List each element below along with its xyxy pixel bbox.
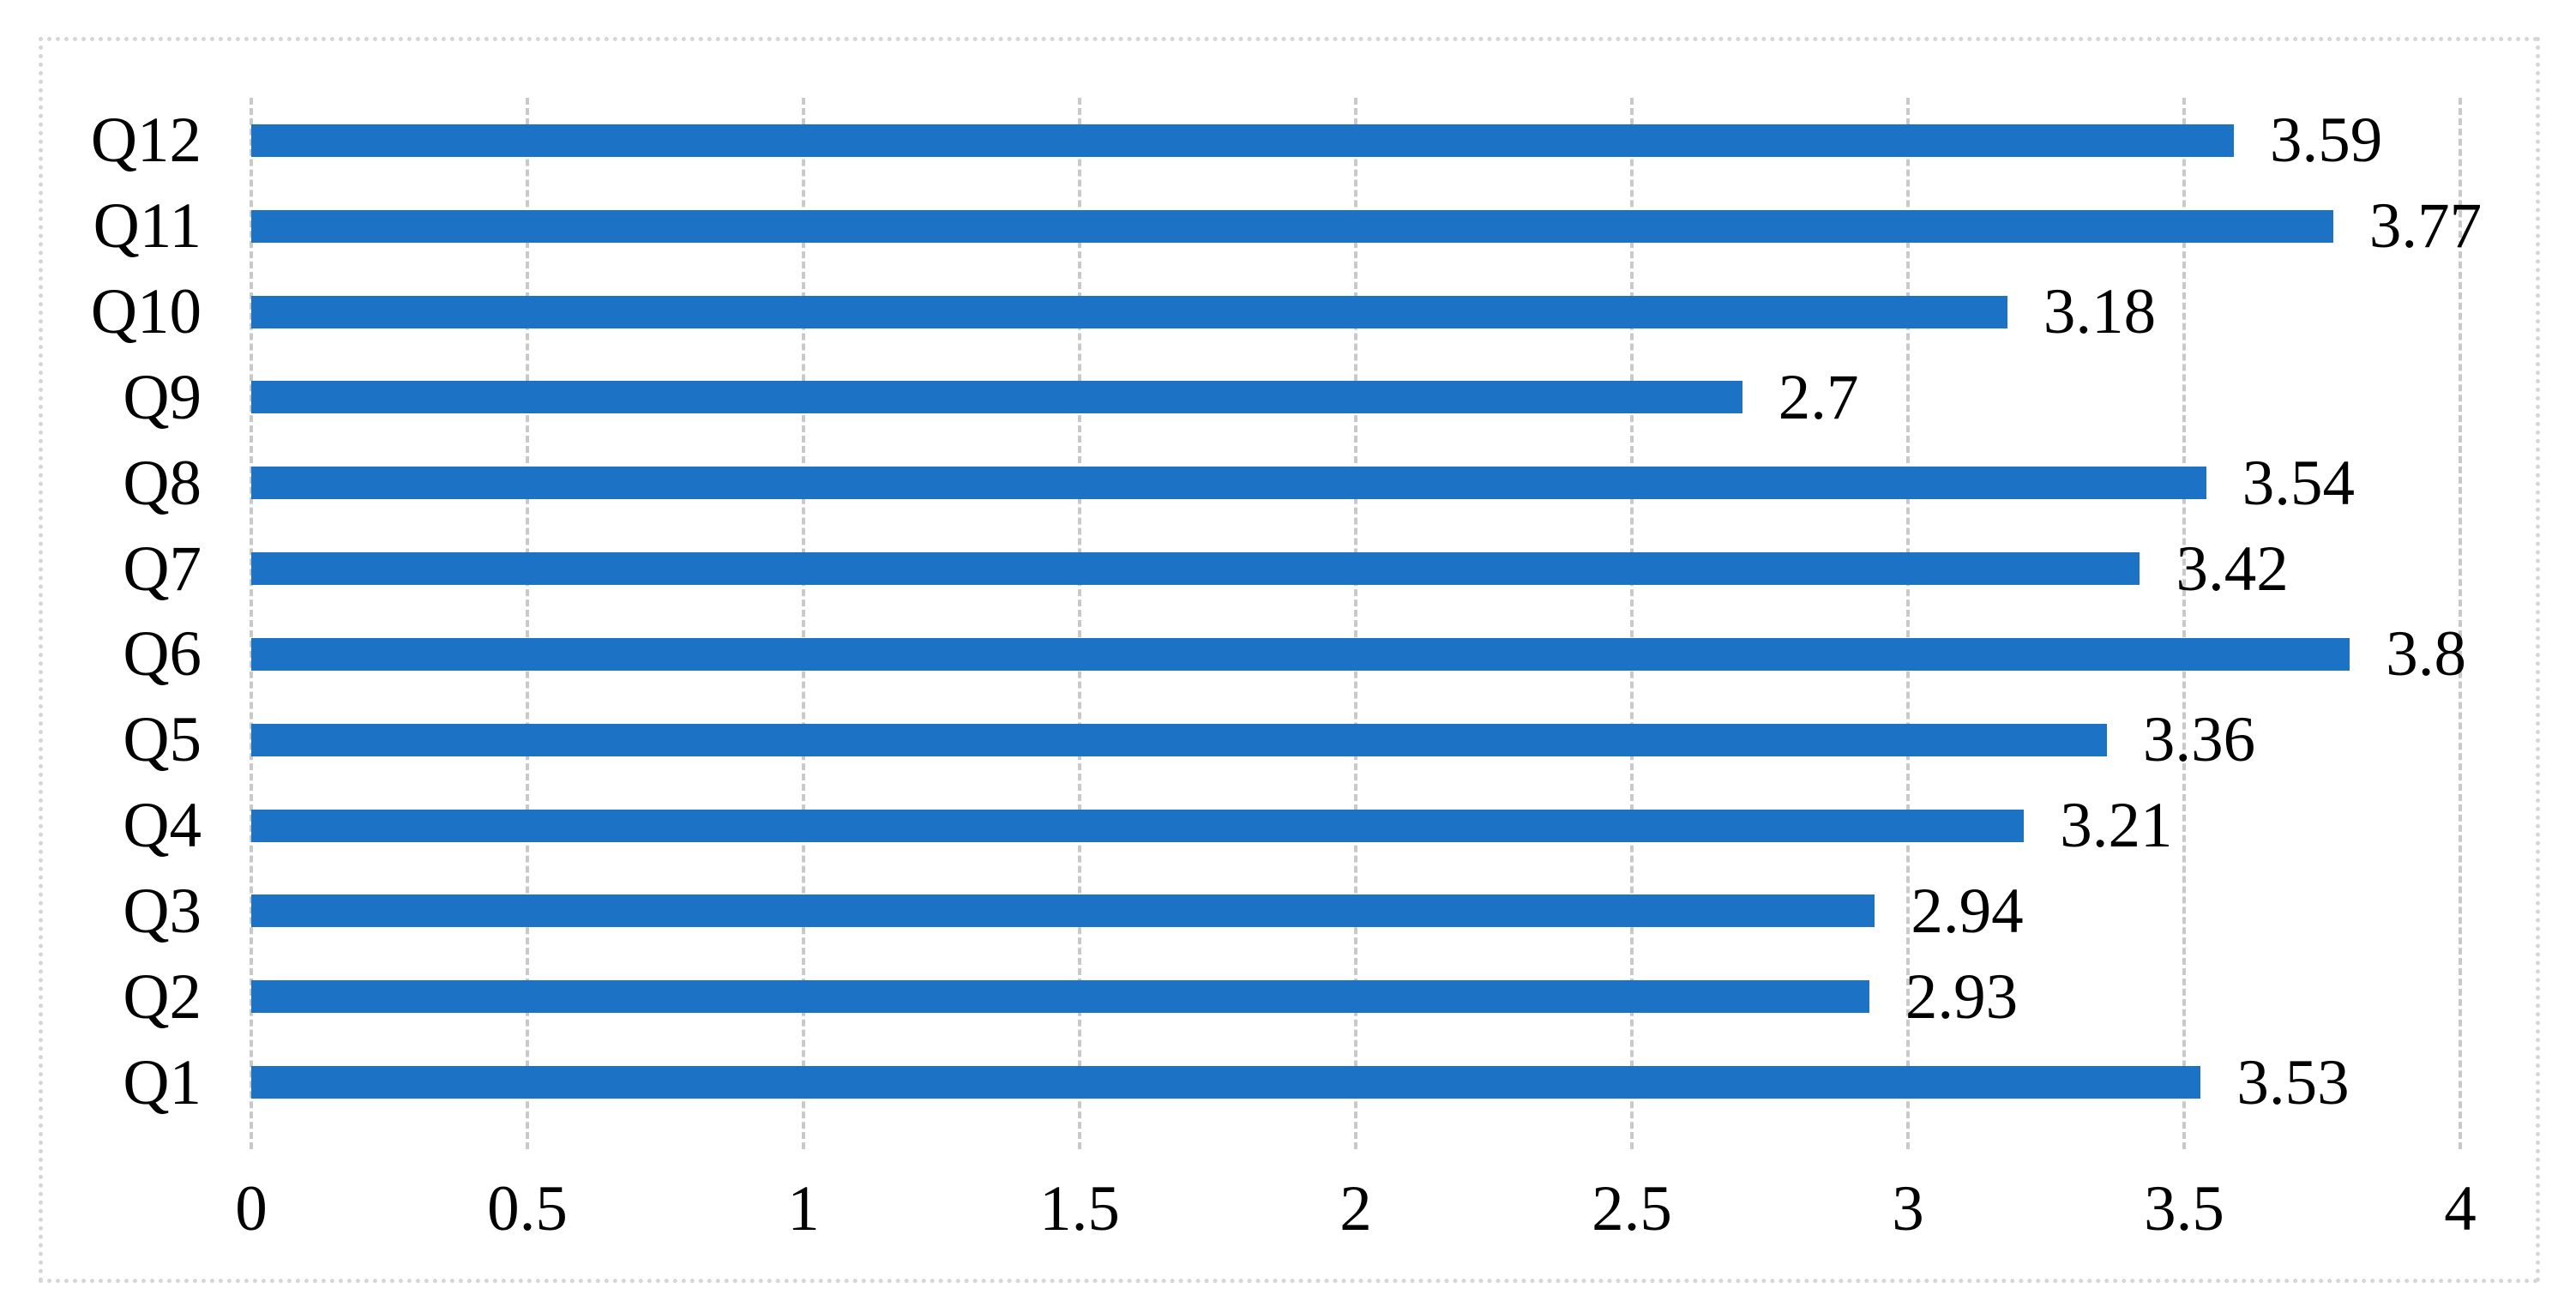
category-label: Q1 [123,1046,202,1118]
gridline [1906,98,1910,1149]
bar-row: Q1 3.53 [123,1039,2460,1125]
value-label: 3.36 [2142,704,2256,776]
gridline [2182,98,2186,1149]
bar-row: Q4 3.21 [123,783,2460,869]
bar-row: Q3 2.94 [123,868,2460,954]
bar-row: Q11 3.77 [93,184,2483,269]
category-label: Q10 [90,276,202,348]
bar-row: Q10 3.18 [91,269,2460,355]
bar-row: Q9 2.7 [123,354,2460,440]
plot-area: Q12 3.59 Q11 3.77 Q10 3.18 Q9 2.7 Q8 3.54 Q7 3.42 Q6… [91,98,2483,1149]
value-label: 2.7 [1778,361,1859,433]
bar [251,123,2234,157]
gridline [2459,98,2462,1149]
category-label: Q5 [123,704,202,776]
gridline [802,98,805,1149]
value-label: 2.94 [1911,875,2024,947]
x-tick-label: 2 [1339,1173,1372,1244]
bar [251,381,1742,414]
x-tick-label: 2.5 [1592,1173,1672,1244]
bar [251,1066,2201,1099]
category-label: Q8 [123,447,202,519]
x-tick-label: 1 [787,1173,820,1244]
value-label: 3.54 [2242,447,2355,519]
x-tick-label: 3.5 [2144,1173,2224,1244]
bar-row: Q12 3.59 [91,98,2460,184]
value-label: 3.21 [2060,790,2173,862]
bar [251,552,2140,586]
category-label: Q12 [90,105,202,177]
bar [251,637,2350,671]
gridline [1354,98,1357,1149]
x-tick-label: 4 [2444,1173,2477,1244]
bar-row: Q8 3.54 [123,440,2460,526]
x-tick-label: 3 [1892,1173,1924,1244]
value-label: 3.59 [2269,105,2383,177]
value-label: 3.18 [2043,276,2157,348]
bar-row: Q6 3.8 [123,611,2466,697]
value-label: 3.42 [2176,533,2289,605]
bar [251,980,1869,1014]
value-label: 3.77 [2368,190,2483,262]
gridline [1630,98,1634,1149]
x-tick-label: 0.5 [487,1173,568,1244]
bar-rows: Q12 3.59 Q11 3.77 Q10 3.18 Q9 2.7 Q8 3.54 Q7 3.42 Q6… [91,98,2483,1125]
bar-row: Q7 3.42 [123,526,2460,611]
x-axis: 0 0.5 1 1.5 2 2.5 3 3.5 4 [235,1173,2477,1256]
category-label: Q6 [123,618,202,690]
bar [251,894,1875,928]
value-label: 3.8 [2386,618,2466,690]
category-label: Q11 [93,190,202,262]
value-label: 3.53 [2236,1046,2350,1118]
gridline [250,98,253,1149]
gridline [1078,98,1081,1149]
category-label: Q3 [123,875,202,947]
bar [251,723,2107,756]
category-label: Q7 [123,533,202,605]
x-tick-label: 1.5 [1039,1173,1120,1244]
category-label: Q4 [123,790,202,862]
bar [251,467,2206,500]
x-tick-label: 0 [235,1173,268,1244]
bar [251,809,2025,842]
category-label: Q9 [123,361,202,433]
bar-row: Q2 2.93 [123,954,2460,1039]
bar-row: Q5 3.36 [123,697,2460,783]
category-label: Q2 [123,961,202,1033]
gridline [526,98,529,1149]
bar [251,209,2333,243]
value-label: 2.93 [1905,961,2019,1033]
bar [251,295,2007,328]
